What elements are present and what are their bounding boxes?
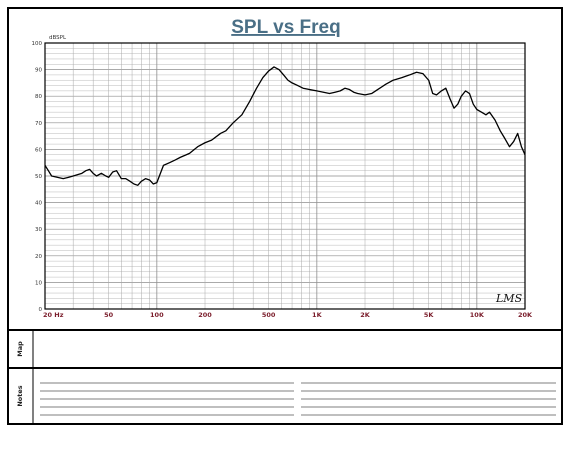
x-tick-label: 2K (360, 311, 371, 319)
y-tick-label: 10 (35, 280, 42, 286)
y-tick-label: 30 (35, 227, 42, 233)
x-tick-label: 200 (198, 311, 212, 319)
y-tick-labels: 0 10 20 30 40 50 60 70 80 90 100 (32, 41, 43, 313)
y-tick-label: 40 (35, 201, 42, 207)
x-tick-labels: 20 Hz 50 100 200 500 1K 2K 5K 10K 20K (43, 311, 533, 319)
map-label: Map (16, 341, 24, 357)
x-tick-label: 500 (262, 311, 276, 319)
x-tick-label: 20K (518, 311, 533, 319)
y-tick-label: 60 (35, 147, 42, 153)
x-tick-label: 50 (104, 311, 114, 319)
x-tick-label: 1K (312, 311, 323, 319)
y-tick-label: 90 (35, 68, 42, 74)
y-tick-label: 80 (35, 94, 42, 100)
y-tick-label: 50 (35, 174, 42, 180)
sheet-frame (7, 7, 563, 425)
y-axis-label: dBSPL (49, 35, 67, 41)
y-tick-label: 0 (39, 307, 43, 313)
notes-label: Notes (16, 385, 24, 406)
x-tick-label: 20 Hz (43, 311, 64, 319)
x-tick-label: 100 (150, 311, 164, 319)
y-tick-label: 100 (32, 41, 43, 47)
series-group (44, 66, 526, 186)
plot-grid (45, 42, 525, 310)
y-tick-label: 70 (35, 121, 42, 127)
notes-area[interactable] (40, 382, 556, 416)
spl-response-curve (44, 66, 526, 186)
chart-title: SPL vs Freq (231, 17, 340, 38)
plot-border (44, 42, 526, 310)
y-tick-label: 20 (35, 254, 42, 260)
x-tick-label: 5K (424, 311, 435, 319)
lms-logo: LMS (495, 292, 523, 305)
x-tick-label: 10K (470, 311, 485, 319)
